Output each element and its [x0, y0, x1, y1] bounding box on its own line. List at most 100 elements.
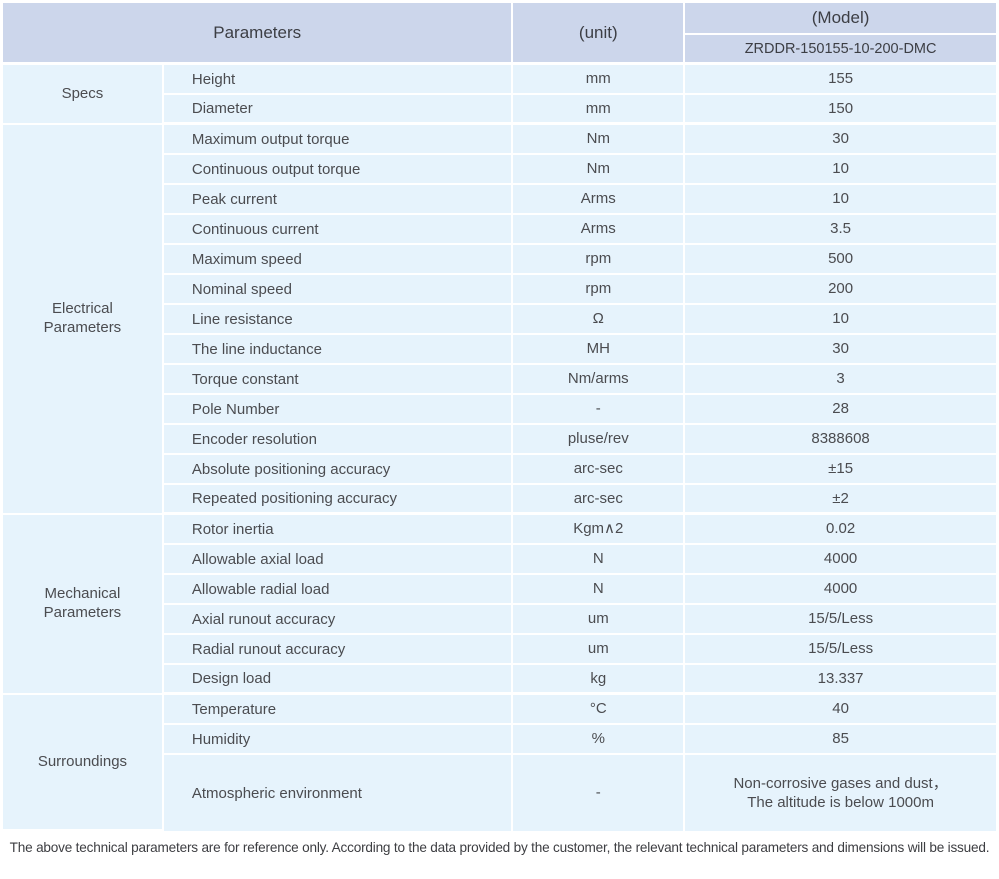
table-row: Peak current Arms 10	[3, 185, 996, 215]
header-unit: (unit)	[513, 3, 686, 65]
value-cell: 30	[685, 335, 996, 365]
table-row: Diameter mm 150	[3, 95, 996, 125]
section-label-cell: Mechanical Parameters	[3, 515, 164, 695]
table-row: Design load kg 13.337	[3, 665, 996, 695]
table-body: Specs Height mm 155 Diameter mm 150 Electrical …	[3, 65, 996, 831]
value-cell: 28	[685, 395, 996, 425]
header-parameters: Parameters	[3, 3, 514, 65]
value-cell: 40	[685, 695, 996, 725]
unit-cell: %	[513, 725, 686, 755]
table-row: Specs Height mm 155	[3, 65, 996, 125]
param-name-cell: Humidity	[163, 725, 514, 755]
table-row: Mechanical Parameters Rotor inertia Kgm∧2 0…	[3, 515, 996, 695]
table-row: Allowable axial load N 4000	[3, 545, 996, 575]
value-cell: 13.337	[685, 665, 996, 695]
table-row: The line inductance MH 30	[3, 335, 996, 365]
unit-cell: Ω	[513, 305, 686, 335]
spec-table: Parameters (unit) (Model) ZRDDR-150155-1…	[3, 3, 996, 831]
param-name-cell: Pole Number	[163, 395, 514, 425]
value-cell: Non-corrosive gases and dust， The altitu…	[685, 755, 996, 831]
param-name-cell: Height	[163, 65, 514, 95]
param-name-cell: Encoder resolution	[163, 425, 514, 455]
value-cell: 0.02	[685, 515, 996, 545]
table-row: Radial runout accuracy um 15/5/Less	[3, 635, 996, 665]
section-label-cell: Electrical Parameters	[3, 125, 164, 515]
unit-cell: pluse/rev	[513, 425, 686, 455]
unit-cell: Arms	[513, 185, 686, 215]
table-row: Humidity% 85	[3, 725, 996, 755]
value-cell: 4000	[685, 545, 996, 575]
unit-cell: N	[513, 545, 686, 575]
unit-cell: arc-sec	[513, 485, 686, 515]
param-name-cell: Allowable radial load	[163, 575, 514, 605]
table-row: Nominal speed rpm 200	[3, 275, 996, 305]
value-cell: 3.5	[685, 215, 996, 245]
table-row: Maximum speed rpm 500	[3, 245, 996, 275]
value-cell: 10	[685, 185, 996, 215]
param-name-cell: Continuous current	[163, 215, 514, 245]
table-row: Absolute positioning accuracy arc-sec ±15	[3, 455, 996, 485]
table-row: Torque constant Nm/arms 3	[3, 365, 996, 395]
value-cell: ±15	[685, 455, 996, 485]
param-name-cell: Line resistance	[163, 305, 514, 335]
param-name-cell: Rotor inertia	[163, 515, 514, 545]
table-row: Line resistance Ω 10	[3, 305, 996, 335]
table-row: Encoder resolution pluse/rev 8388608	[3, 425, 996, 455]
header-model: (Model)	[685, 3, 996, 36]
table-row: Electrical Parameters Maximum output torq…	[3, 125, 996, 515]
section-label-cell: Specs	[3, 65, 164, 125]
unit-cell: Nm/arms	[513, 365, 686, 395]
unit-cell: rpm	[513, 275, 686, 305]
unit-cell: -	[513, 755, 686, 831]
value-cell: 4000	[685, 575, 996, 605]
section-label-cell: Surroundings	[3, 695, 164, 831]
param-name-cell: Repeated positioning accuracy	[163, 485, 514, 515]
unit-cell: °C	[513, 695, 686, 725]
value-cell: 155	[685, 65, 996, 95]
unit-cell: N	[513, 575, 686, 605]
param-name-cell: Absolute positioning accuracy	[163, 455, 514, 485]
param-name-cell: Atmospheric environment	[163, 755, 514, 831]
unit-cell: MH	[513, 335, 686, 365]
value-cell: 30	[685, 125, 996, 155]
param-name-cell: Allowable axial load	[163, 545, 514, 575]
unit-cell: mm	[513, 95, 686, 125]
unit-cell: rpm	[513, 245, 686, 275]
param-name-cell: Temperature	[163, 695, 514, 725]
param-name-cell: Peak current	[163, 185, 514, 215]
table-row: Allowable radial load N 4000	[3, 575, 996, 605]
param-name-cell: Continuous output torque	[163, 155, 514, 185]
header-model-number: ZRDDR-150155-10-200-DMC	[685, 35, 996, 65]
param-name-cell: Torque constant	[163, 365, 514, 395]
param-name-cell: Maximum output torque	[163, 125, 514, 155]
footnote: The above technical parameters are for r…	[9, 840, 990, 855]
value-cell: 15/5/Less	[685, 605, 996, 635]
value-cell: 150	[685, 95, 996, 125]
param-name-cell: Design load	[163, 665, 514, 695]
unit-cell: Arms	[513, 215, 686, 245]
table-row: Pole Number -28	[3, 395, 996, 425]
table-row: Atmospheric environment - Non-corrosive ga…	[3, 755, 996, 831]
param-name-cell: Nominal speed	[163, 275, 514, 305]
value-cell: 10	[685, 305, 996, 335]
unit-cell: um	[513, 635, 686, 665]
value-cell: 15/5/Less	[685, 635, 996, 665]
value-cell: 500	[685, 245, 996, 275]
param-name-cell: The line inductance	[163, 335, 514, 365]
unit-cell: mm	[513, 65, 686, 95]
table-row: Continuous output torque Nm 10	[3, 155, 996, 185]
table-row: Repeated positioning accuracy arc-sec ±2	[3, 485, 996, 515]
unit-cell: Nm	[513, 125, 686, 155]
unit-cell: -	[513, 395, 686, 425]
value-cell: ±2	[685, 485, 996, 515]
param-name-cell: Radial runout accuracy	[163, 635, 514, 665]
unit-cell: Kgm∧2	[513, 515, 686, 545]
value-cell: 8388608	[685, 425, 996, 455]
unit-cell: arc-sec	[513, 455, 686, 485]
value-cell: 200	[685, 275, 996, 305]
param-name-cell: Diameter	[163, 95, 514, 125]
param-name-cell: Axial runout accuracy	[163, 605, 514, 635]
value-cell: 3	[685, 365, 996, 395]
unit-cell: Nm	[513, 155, 686, 185]
param-name-cell: Maximum speed	[163, 245, 514, 275]
